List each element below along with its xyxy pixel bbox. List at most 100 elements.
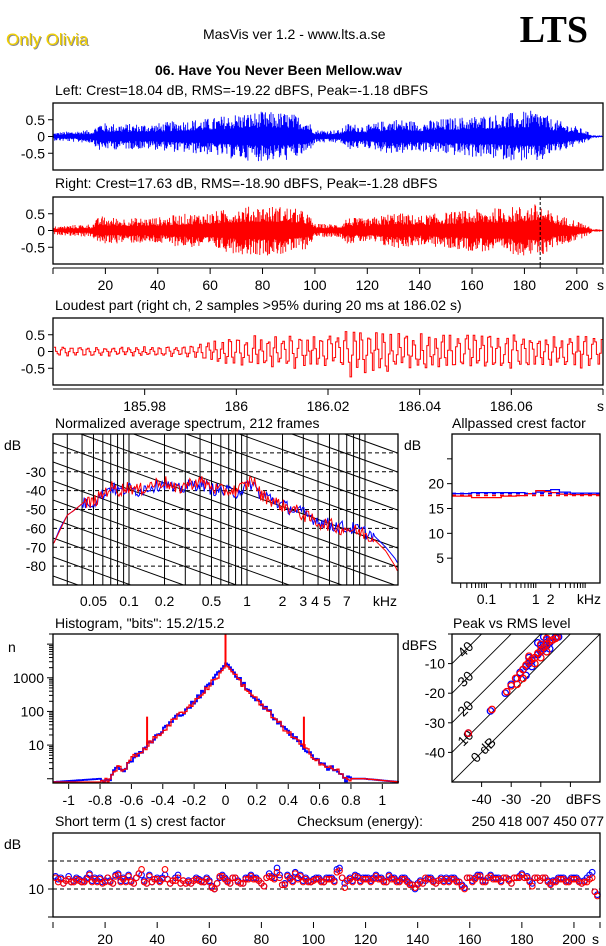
x-unit-label: s bbox=[597, 398, 604, 414]
x-tick-label: 0.6 bbox=[310, 792, 330, 808]
peak-vs-rms-frame bbox=[451, 633, 601, 783]
crest-point-right bbox=[570, 875, 578, 883]
crest-line-label: 40 bbox=[454, 638, 476, 660]
y-tick-label: -10 bbox=[425, 656, 445, 672]
short-term-crest-title: Short term (1 s) crest factor bbox=[55, 813, 226, 829]
y-tick-label: -70 bbox=[26, 539, 46, 555]
pvr-point-right bbox=[542, 647, 551, 656]
crest-point-right bbox=[297, 873, 304, 880]
x-tick-label: 2 bbox=[279, 593, 287, 609]
spectrum-chart: Normalized average spectrum, 212 frames d… bbox=[4, 415, 399, 776]
crest-point-right bbox=[125, 873, 132, 880]
crest-point-right bbox=[406, 881, 414, 889]
slope-line bbox=[53, 461, 397, 585]
x-axis-label: dBFS bbox=[566, 791, 601, 807]
left-waveform-signal bbox=[53, 110, 602, 162]
pvr-point-right bbox=[553, 634, 561, 641]
x-tick-label: 100 bbox=[302, 931, 326, 946]
x-tick-label: 200 bbox=[562, 931, 586, 946]
crest-diagonal-line bbox=[452, 634, 512, 694]
pvr-point-right bbox=[502, 687, 511, 696]
x-tick-label: 60 bbox=[202, 277, 218, 293]
slope-line bbox=[184, 434, 398, 511]
y-tick-label: 10 bbox=[28, 881, 44, 897]
crest-point-right bbox=[588, 874, 596, 882]
crest-point-right bbox=[226, 880, 234, 887]
checksum-value: 250 418 007 450 077 bbox=[472, 813, 605, 829]
histogram-frame bbox=[52, 633, 399, 784]
y-tick-label: 0.5 bbox=[26, 327, 46, 343]
x-tick-label: 180 bbox=[510, 931, 534, 946]
crest-point-right bbox=[169, 877, 177, 884]
pvr-point-right bbox=[551, 634, 560, 643]
allpassed-crest-title: Allpassed crest factor bbox=[452, 415, 586, 431]
y-axis-label: dB bbox=[4, 836, 21, 852]
slope-line bbox=[79, 434, 398, 549]
crest-point-right bbox=[273, 868, 281, 876]
pvr-point-right bbox=[488, 705, 496, 714]
short-term-crest-chart: Short term (1 s) crest factor Checksum (e… bbox=[4, 813, 604, 946]
x-tick-label: 0.4 bbox=[278, 792, 298, 808]
crest-point-right bbox=[312, 875, 320, 883]
y-axis-label: dB bbox=[4, 437, 21, 453]
loudest-part-signal bbox=[54, 331, 603, 378]
y-axis-label: dB bbox=[404, 437, 421, 453]
y-tick-label: -40 bbox=[425, 744, 445, 760]
x-tick-label: 5 bbox=[323, 593, 331, 609]
slope-line bbox=[53, 556, 133, 585]
y-tick-label: 10 bbox=[28, 737, 44, 753]
x-tick-label: -40 bbox=[471, 791, 491, 807]
spectrum-series-right bbox=[53, 475, 398, 572]
crest-point-right bbox=[317, 878, 325, 886]
slope-line bbox=[53, 518, 238, 585]
crest-diagonal-line bbox=[452, 634, 483, 665]
crest-point-right bbox=[325, 875, 333, 883]
y-tick-label: 15 bbox=[428, 501, 444, 517]
crest-line-label: 30 bbox=[454, 667, 476, 689]
y-tick-label: -20 bbox=[425, 685, 445, 701]
crest-point-right bbox=[562, 878, 570, 886]
x-tick-label: 0.2 bbox=[247, 792, 267, 808]
crest-diagonal-line bbox=[452, 634, 542, 724]
crest-point-right bbox=[474, 873, 481, 880]
x-tick-label: 2 bbox=[547, 591, 555, 607]
slope-line bbox=[53, 442, 398, 568]
pvr-point-right bbox=[531, 659, 539, 668]
x-tick-label: 120 bbox=[354, 931, 378, 946]
x-tick-label: 0.05 bbox=[80, 593, 107, 609]
crest-point-right bbox=[419, 880, 427, 887]
right-waveform-title: Right: Crest=17.63 dB, RMS=-18.90 dBFS, … bbox=[55, 175, 437, 191]
y-tick-label: -60 bbox=[26, 520, 46, 536]
x-unit-label: kHz bbox=[577, 591, 601, 607]
x-tick-label: 200 bbox=[565, 277, 589, 293]
y-tick-label: -80 bbox=[26, 558, 46, 574]
crest-point-right bbox=[109, 880, 117, 887]
crest-point-right bbox=[78, 878, 86, 886]
x-tick-label: 140 bbox=[406, 931, 430, 946]
crest-point-right bbox=[531, 874, 539, 882]
x-tick-label: -0.6 bbox=[119, 792, 143, 808]
crest-point-right bbox=[539, 874, 547, 882]
crest-point-right bbox=[138, 866, 145, 873]
x-tick-label: 20 bbox=[97, 931, 113, 946]
crest-point-right bbox=[508, 880, 515, 887]
short-term-crest-frame bbox=[52, 832, 601, 918]
left-waveform-chart: Left: Crest=18.04 dB, RMS=-19.22 dBFS, P… bbox=[21, 82, 604, 171]
crest-point-right bbox=[276, 874, 283, 882]
slope-line bbox=[53, 614, 398, 738]
spectrum-title: Normalized average spectrum, 212 frames bbox=[55, 415, 320, 431]
peak-vs-rms-title: Peak vs RMS level bbox=[453, 615, 570, 631]
crest-point-right bbox=[424, 875, 432, 883]
crest-point-right bbox=[278, 881, 286, 889]
crest-point-right bbox=[130, 880, 138, 887]
crest-point-right bbox=[291, 870, 299, 877]
pvr-point-right bbox=[464, 729, 473, 738]
slope-line bbox=[53, 652, 398, 776]
crest-point-right bbox=[383, 878, 390, 886]
crest-point-right bbox=[330, 878, 338, 886]
x-tick-label: 40 bbox=[149, 931, 165, 946]
crest-point-right bbox=[86, 871, 93, 879]
x-tick-label: -0.4 bbox=[151, 792, 175, 808]
